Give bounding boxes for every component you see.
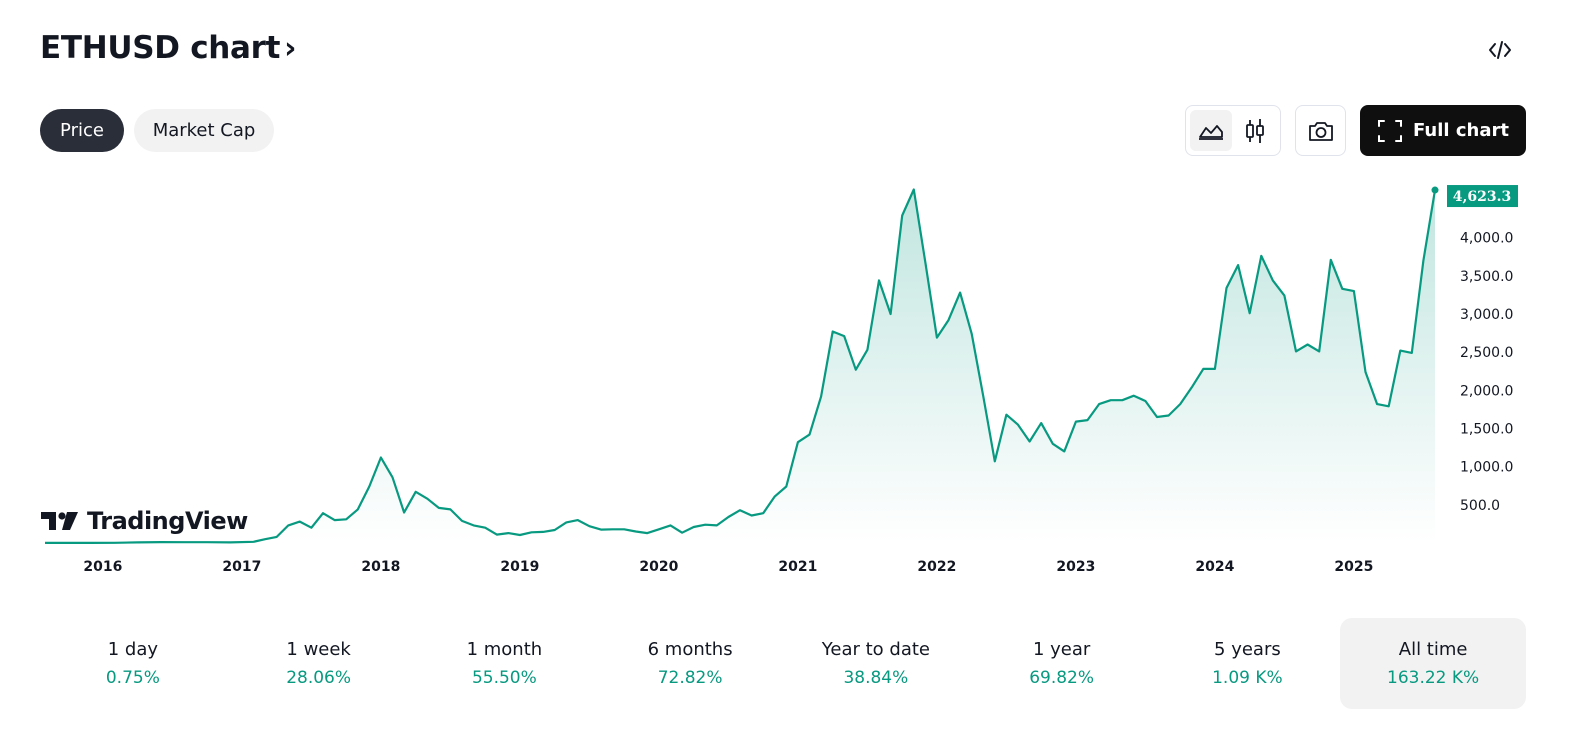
x-tick-label: 2020 [639, 559, 678, 575]
performance-periods: 1 day 0.75% 1 week 28.06% 1 month 55.50%… [40, 618, 1526, 709]
x-tick-label: 2016 [83, 559, 122, 575]
candlestick-icon [1246, 118, 1264, 143]
area-chart-button[interactable] [1190, 110, 1232, 151]
period-change: 28.06% [286, 668, 352, 688]
x-tick-label: 2025 [1334, 559, 1373, 575]
last-price-label: 4,623.3 [1453, 189, 1511, 205]
tradingview-logo[interactable]: TradingView [41, 507, 248, 535]
tradingview-wordmark: TradingView [87, 507, 248, 535]
period-label: All time [1398, 639, 1468, 660]
x-tick-label: 2024 [1195, 559, 1234, 575]
last-price-tag [1447, 185, 1518, 208]
chart-type-toggle [1185, 105, 1281, 156]
period-all-time[interactable]: All time 163.22 K% [1340, 618, 1526, 709]
x-tick-label: 2023 [1056, 559, 1095, 575]
x-tick-label: 2019 [500, 559, 539, 575]
x-tick-label: 2017 [222, 559, 261, 575]
period-label: 1 month [466, 639, 543, 660]
x-tick-label: 2018 [361, 559, 400, 575]
period-1-year[interactable]: 1 year 69.82% [969, 618, 1155, 709]
y-tick-label: 3,500.0 [1460, 269, 1513, 285]
tradingview-logo-icon [41, 512, 78, 530]
period-change: 38.84% [843, 668, 909, 688]
y-tick-label: 500.0 [1460, 498, 1500, 514]
period-label: Year to date [821, 639, 930, 660]
chevron-right-icon: › [284, 30, 297, 66]
period-change: 1.09 K% [1212, 668, 1283, 688]
period-1-week[interactable]: 1 week 28.06% [226, 618, 412, 709]
x-tick-label: 2022 [917, 559, 956, 575]
y-tick-label: 1,500.0 [1460, 421, 1513, 437]
price-area-fill [45, 189, 1435, 543]
period-1-day[interactable]: 1 day 0.75% [40, 618, 226, 709]
y-tick-label: 1,000.0 [1460, 460, 1513, 476]
price-series-line [45, 188, 1437, 544]
period-label: 5 years [1214, 639, 1281, 660]
period-1-month[interactable]: 1 month 55.50% [412, 618, 598, 709]
page-title: ETHUSD chart [40, 30, 281, 66]
code-icon [1489, 41, 1511, 59]
y-tick-label: 2,000.0 [1460, 383, 1513, 399]
period-label: 1 week [286, 639, 351, 660]
period-change: 72.82% [657, 668, 723, 688]
period-change: 55.50% [471, 668, 537, 688]
y-tick-label: 3,000.0 [1460, 307, 1513, 323]
area-chart-icon [1199, 124, 1223, 140]
embed-code-button[interactable] [1484, 36, 1516, 64]
period-year-to-date[interactable]: Year to date 38.84% [783, 618, 969, 709]
snapshot-button[interactable] [1295, 105, 1346, 156]
period-change: 0.75% [105, 668, 160, 688]
camera-icon [1308, 121, 1333, 141]
period-label: 6 months [647, 639, 733, 660]
full-chart-label: Full chart [1413, 120, 1509, 141]
period-5-years[interactable]: 5 years 1.09 K% [1155, 618, 1341, 709]
period-change: 69.82% [1029, 668, 1095, 688]
last-price-point [1431, 186, 1439, 194]
price-area-chart[interactable]: 500.0 1,000.0 1,500.0 2,000.0 2,500.0 3,000.0… [0, 170, 1577, 590]
full-chart-button[interactable]: Full chart [1360, 105, 1526, 156]
candlestick-chart-button[interactable] [1234, 110, 1276, 151]
period-6-months[interactable]: 6 months 72.82% [597, 618, 783, 709]
period-change: 163.22 K% [1387, 668, 1480, 688]
y-tick-label: 2,500.0 [1460, 345, 1513, 361]
tab-price[interactable]: Price [40, 109, 124, 152]
tab-market-cap[interactable]: Market Cap [134, 109, 274, 152]
chart-title-link[interactable]: ETHUSD chart › [40, 30, 297, 66]
period-label: 1 day [107, 639, 159, 660]
y-tick-label: 4,000.0 [1460, 231, 1513, 247]
period-label: 1 year [1032, 639, 1091, 660]
x-tick-label: 2021 [778, 559, 817, 575]
fullscreen-icon [1378, 119, 1403, 142]
